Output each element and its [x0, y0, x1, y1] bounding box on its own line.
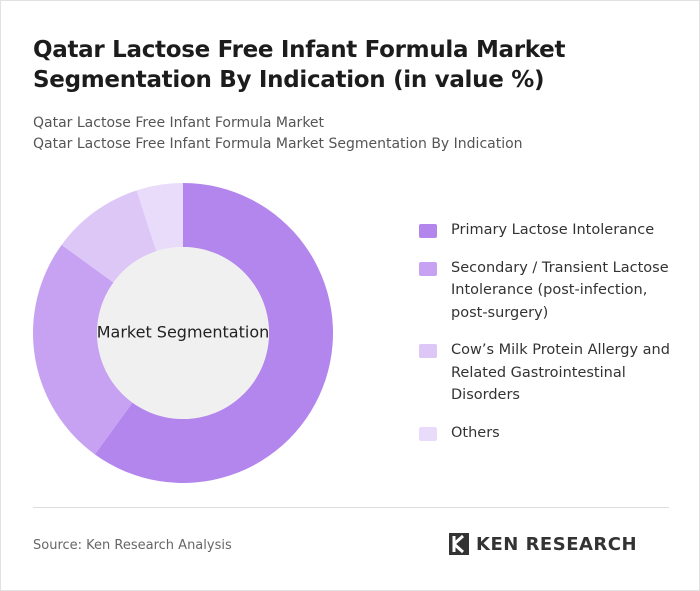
subtitle: Qatar Lactose Free Infant Formula Market…: [33, 136, 523, 152]
legend-label: Secondary / Transient Lactose Intoleranc…: [451, 259, 669, 321]
legend-item: Others: [419, 422, 679, 445]
donut-hole: [97, 247, 269, 419]
logo: KEN RESEARCH: [448, 532, 637, 556]
legend-item: Secondary / Transient Lactose Intoleranc…: [419, 257, 679, 325]
legend-label: Primary Lactose Intolerance: [451, 222, 655, 238]
chart-title: Qatar Lactose Free Infant Formula Market…: [33, 37, 566, 93]
legend-swatch: [419, 426, 437, 441]
legend-item: Primary Lactose Intolerance: [419, 219, 679, 242]
center-label: Market Segmentation: [97, 323, 270, 342]
logo-text: KEN RESEARCH: [476, 533, 638, 555]
donut-slice: [61, 190, 157, 283]
legend-swatch: [419, 224, 437, 238]
legend-label: Cow’s Milk Protein Allergy and Related G…: [451, 342, 670, 403]
legend-label: Others: [451, 424, 500, 441]
donut-slice: [94, 183, 333, 483]
legend-item: Cow’s Milk Protein Allergy and Related G…: [419, 339, 679, 407]
legend: Primary Lactose Intolerance Secondary / T…: [419, 219, 679, 459]
donut-slice: [136, 183, 183, 252]
source: Source: Ken Research Analysis: [33, 538, 232, 553]
legend-swatch: [419, 344, 437, 358]
donut-chart: Market Segmentation: [33, 183, 333, 483]
logo-icon: [449, 533, 469, 555]
legend-swatch: [419, 261, 437, 276]
divider: [33, 507, 669, 508]
subtitle: Qatar Lactose Free Infant Formula Market: [33, 115, 325, 131]
donut-slice: [33, 244, 133, 455]
